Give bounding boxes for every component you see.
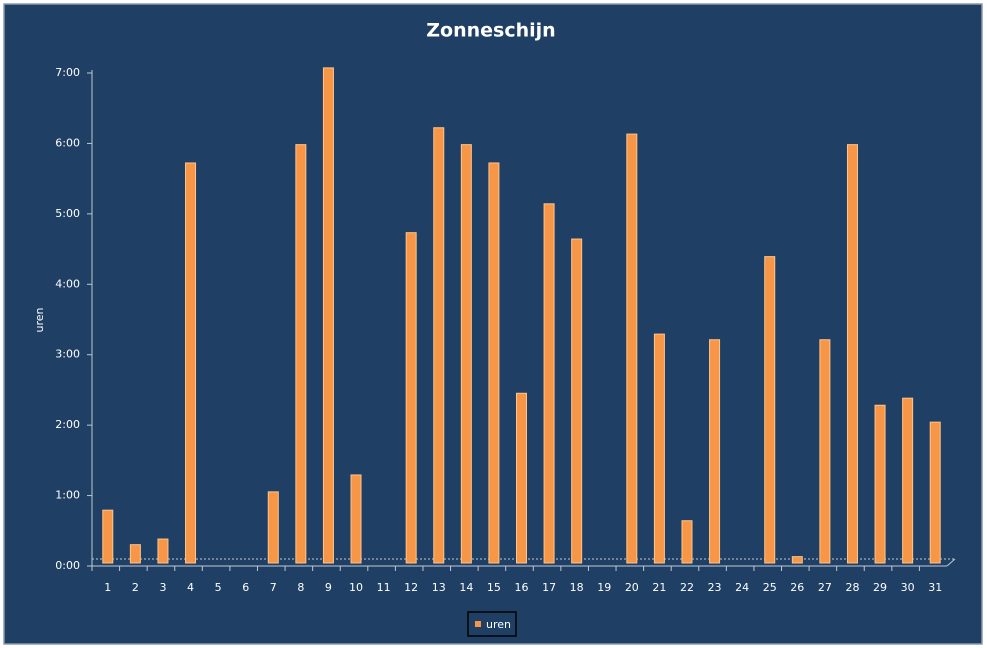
bar: [846, 144, 858, 564]
x-tick-label: 5: [215, 581, 222, 594]
y-tick-label: 2:00: [55, 418, 80, 431]
x-tick-label: 11: [377, 581, 391, 594]
bar: [874, 404, 886, 564]
bar: [764, 256, 776, 564]
x-tick-label: 10: [349, 581, 363, 594]
bar: [295, 144, 307, 564]
bar: [322, 67, 334, 564]
bar: [653, 333, 665, 564]
bar: [185, 162, 197, 564]
x-tick-label: 29: [873, 581, 887, 594]
y-tick-label: 0:00: [55, 559, 80, 572]
bar: [488, 162, 500, 564]
x-tick-label: 9: [325, 581, 332, 594]
x-tick-label: 4: [187, 581, 194, 594]
y-tick-label: 1:00: [55, 489, 80, 502]
x-tick-label: 22: [680, 581, 694, 594]
y-tick-label: 4:00: [55, 277, 80, 290]
x-tick-label: 26: [790, 581, 804, 594]
x-tick-label: 31: [928, 581, 942, 594]
bar: [626, 133, 638, 564]
x-tick-label: 12: [404, 581, 418, 594]
x-tick-label: 6: [242, 581, 249, 594]
x-tick-label: 1: [104, 581, 111, 594]
legend-label: uren: [486, 618, 511, 631]
x-tick-label: 28: [845, 581, 859, 594]
bar: [791, 556, 803, 564]
x-tick-label: 16: [515, 581, 529, 594]
bar: [543, 203, 555, 564]
bar: [433, 127, 445, 564]
chart-title: Zonneschijn: [426, 20, 555, 42]
x-tick-label: 7: [270, 581, 277, 594]
bar: [516, 392, 527, 564]
y-tick-label: 3:00: [55, 348, 80, 361]
x-tick-label: 27: [818, 581, 832, 594]
bar: [571, 238, 583, 564]
x-tick-label: 25: [763, 581, 777, 594]
bar: [460, 144, 472, 564]
x-tick-label: 14: [459, 581, 473, 594]
x-tick-label: 24: [735, 581, 749, 594]
floor-side: [946, 558, 956, 567]
x-tick-label: 13: [432, 581, 446, 594]
x-tick-label: 23: [708, 581, 722, 594]
x-tick-label: 2: [132, 581, 139, 594]
bar: [929, 421, 941, 564]
bar: [350, 474, 362, 564]
x-tick-label: 15: [487, 581, 501, 594]
x-tick-label: 8: [297, 581, 304, 594]
bar: [681, 520, 693, 564]
bar: [129, 544, 141, 564]
x-tick-label: 30: [901, 581, 915, 594]
y-tick-label: 7:00: [55, 66, 80, 79]
bar: [709, 339, 721, 564]
bar: [157, 538, 169, 564]
bar: [405, 232, 417, 564]
bar: [902, 397, 914, 564]
x-tick-label: 3: [159, 581, 166, 594]
x-tick-label: 20: [625, 581, 639, 594]
bar: [819, 339, 831, 564]
x-tick-label: 18: [570, 581, 584, 594]
y-tick-label: 6:00: [55, 136, 80, 149]
x-tick-label: 17: [542, 581, 556, 594]
bar: [102, 509, 114, 564]
legend-box: [467, 611, 517, 637]
y-axis-label: uren: [33, 307, 46, 332]
x-tick-label: 19: [597, 581, 611, 594]
bar: [267, 491, 279, 564]
legend-marker: [475, 621, 481, 627]
y-tick-label: 5:00: [55, 207, 80, 220]
x-tick-label: 21: [652, 581, 666, 594]
